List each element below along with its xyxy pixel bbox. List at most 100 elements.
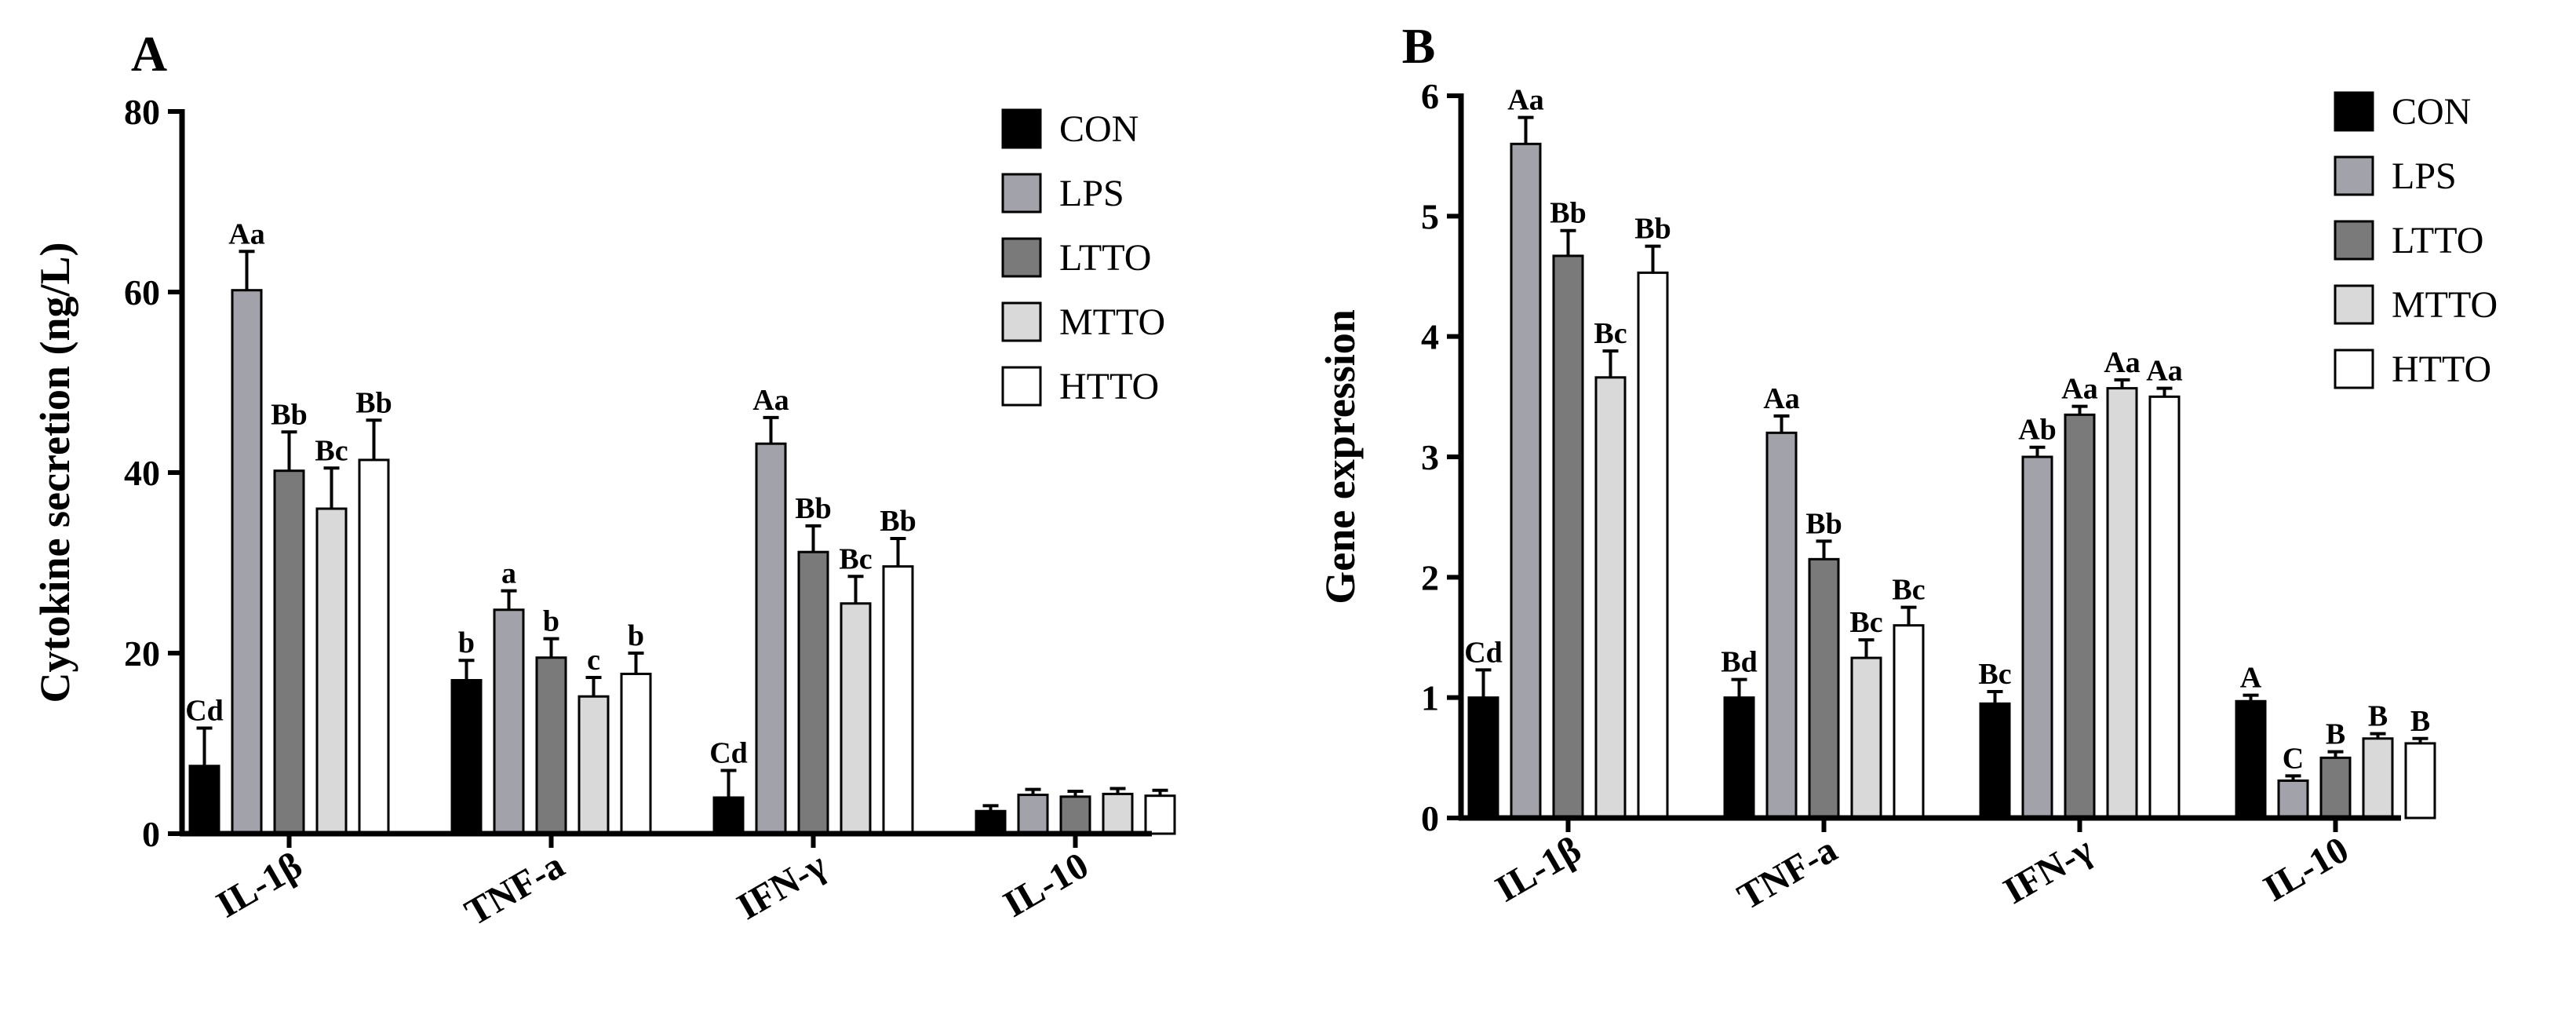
bar-lps xyxy=(493,608,525,835)
bar-htto xyxy=(620,672,652,835)
significance-label: Bc xyxy=(1594,317,1627,350)
legend-swatch-mtto xyxy=(2334,284,2374,325)
bar-ltto xyxy=(535,656,567,835)
significance-label: Bb xyxy=(355,386,392,419)
chart-panel-b: B Gene expression 0 1 2 3 4 5 6 Cd Aa Bb Bc Bb IL-1β Bd… xyxy=(1317,18,2498,918)
significance-label: Cd xyxy=(185,694,224,727)
significance-label: Aa xyxy=(1763,382,1799,415)
bar-lps xyxy=(1017,794,1049,835)
y-axis-label: Cytokine secretion (ng/L) xyxy=(31,243,78,703)
bar-lps xyxy=(1510,142,1542,820)
significance-label: Cd xyxy=(1464,636,1503,669)
legend-label: LTTO xyxy=(1059,237,1151,279)
legend-label: HTTO xyxy=(2392,349,2491,390)
significance-label: Bb xyxy=(1550,197,1586,230)
significance-label: A xyxy=(2240,662,2262,695)
significance-label: Bc xyxy=(1849,606,1882,639)
bar-ltto xyxy=(273,469,305,835)
y-tick-label: 20 xyxy=(124,633,160,674)
x-tick-label: IL-1β xyxy=(1488,829,1588,911)
bar-lps xyxy=(1765,431,1798,820)
legend-swatch-ltto xyxy=(1001,237,1042,278)
x-tick-label: IL-1β xyxy=(210,845,309,926)
bar-mtto xyxy=(2106,387,2138,820)
significance-label: Ab xyxy=(2018,414,2057,447)
bar-con xyxy=(1467,696,1499,820)
significance-label: Aa xyxy=(2146,355,2182,388)
bar-con xyxy=(1723,696,1755,820)
significance-label: Bc xyxy=(1978,658,2011,691)
bar-con xyxy=(188,765,220,835)
bar-lps xyxy=(231,289,263,835)
bar-htto xyxy=(2148,395,2181,820)
significance-label: Cd xyxy=(709,737,748,770)
bar-htto xyxy=(358,458,390,835)
significance-label: Bb xyxy=(1805,507,1842,540)
bar-con xyxy=(1979,702,2011,820)
legend-swatch-htto xyxy=(2334,349,2374,389)
bar-mtto xyxy=(315,507,348,835)
significance-label: Bc xyxy=(315,434,348,467)
significance-label: Bd xyxy=(1721,646,1757,679)
significance-label: a xyxy=(501,557,516,590)
bar-mtto xyxy=(840,602,872,835)
x-tick-label: IFN-γ xyxy=(1997,829,2100,912)
bar-htto xyxy=(1637,271,1669,820)
legend-swatch-htto xyxy=(1001,366,1042,407)
significance-label: C xyxy=(2283,742,2304,775)
legend-swatch-lps xyxy=(1001,173,1042,214)
y-tick-label: 0 xyxy=(142,814,160,854)
bar-lps xyxy=(2021,455,2053,820)
bar-mtto xyxy=(2362,737,2394,820)
legend-label: CON xyxy=(1059,108,1139,150)
x-tick-label: IFN-γ xyxy=(731,845,833,928)
legend-label: MTTO xyxy=(2392,284,2498,326)
y-tick-label: 6 xyxy=(1421,76,1439,116)
significance-label: Aa xyxy=(2104,346,2140,379)
legend-label: HTTO xyxy=(1059,366,1159,407)
y-tick-label: 40 xyxy=(124,453,160,493)
significance-label: b xyxy=(543,605,559,638)
bar-ltto xyxy=(2064,413,2096,820)
bar-con xyxy=(712,796,745,835)
bar-ltto xyxy=(1808,557,1840,820)
significance-label: Bb xyxy=(1634,213,1671,246)
bar-ltto xyxy=(797,550,829,835)
legend-swatch-mtto xyxy=(1001,301,1042,342)
bar-mtto xyxy=(578,695,610,835)
legend-label: CON xyxy=(2392,91,2471,133)
bar-mtto xyxy=(1594,376,1627,820)
x-tick-label: TNF-a xyxy=(458,845,571,934)
panel-letter: A xyxy=(131,26,167,82)
legend-swatch-con xyxy=(1001,108,1042,149)
x-tick-label: IL-10 xyxy=(2257,829,2356,910)
bar-mtto xyxy=(1102,792,1134,835)
chart-panel-a: A Cytokine secretion (ng/L) 0 20 40 60 80 Cd Aa B… xyxy=(31,26,1176,934)
panel-letter: B xyxy=(1402,18,1436,74)
bar-mtto xyxy=(1850,656,1882,820)
bar-ltto xyxy=(1552,254,1584,820)
bar-htto xyxy=(1893,624,1925,820)
legend-swatch-lps xyxy=(2334,155,2374,196)
y-tick-label: 2 xyxy=(1421,557,1439,597)
significance-label: Bb xyxy=(880,505,916,538)
y-tick-label: 60 xyxy=(124,272,160,312)
bar-htto xyxy=(882,565,914,835)
legend-label: LPS xyxy=(2392,155,2457,197)
x-tick-label: IL-10 xyxy=(997,845,1095,926)
bar-lps xyxy=(2277,779,2309,820)
legend-swatch-ltto xyxy=(2334,220,2374,261)
bar-ltto xyxy=(2319,756,2352,820)
bar-lps xyxy=(755,442,787,835)
bar-con xyxy=(450,679,483,835)
significance-label: b xyxy=(458,626,475,659)
y-tick-label: 5 xyxy=(1421,196,1439,236)
significance-label: Bb xyxy=(795,492,831,525)
y-tick-label: 0 xyxy=(1421,798,1439,838)
y-tick-label: 1 xyxy=(1421,678,1439,718)
significance-label: Bc xyxy=(839,542,872,575)
significance-label: B xyxy=(2368,700,2388,733)
y-axis-label: Gene expression xyxy=(1317,309,1364,604)
significance-label: Bc xyxy=(1892,574,1925,607)
bar-htto xyxy=(1144,794,1176,835)
